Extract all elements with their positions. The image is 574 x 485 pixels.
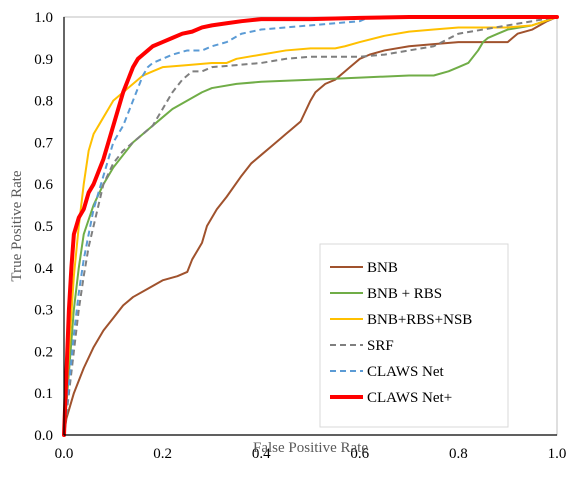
y-tick-label: 0.2 [34, 344, 53, 360]
y-tick-label: 0.7 [34, 135, 53, 151]
legend-label: BNB [367, 260, 398, 276]
series-line-6 [62, 15, 559, 437]
x-tick-label: 0.2 [153, 446, 172, 462]
axis-lines [63, 17, 557, 436]
series-lines [62, 15, 559, 437]
legend-label: SRF [367, 338, 394, 354]
y-tick-label: 0.8 [34, 94, 53, 110]
series-line-2 [63, 16, 558, 436]
x-tick-label: 1.0 [548, 446, 567, 462]
series-line-5 [63, 16, 557, 436]
y-tick-label: 0.9 [34, 52, 53, 68]
y-tick-label: 0.6 [34, 177, 53, 193]
y-tick-label: 0.3 [34, 303, 53, 319]
x-axis-title: False Positive Rate [253, 440, 368, 456]
x-tick-label: 0.0 [55, 446, 74, 462]
tick-labels: 0.0 0.1 0.2 0.3 0.4 0.5 0.6 0.7 0.8 0.9 1.0 0.0 0.2 0… [34, 10, 566, 462]
legend-label: BNB + RBS [367, 286, 442, 302]
series-line-3 [63, 16, 558, 436]
legend-label: CLAWS Net+ [367, 390, 452, 406]
legend: BNB BNB + RBS BNB+RBS+NSB SRF CLAWS Net CLAWS… [319, 243, 509, 428]
x-tick-label: 0.8 [449, 446, 468, 462]
legend-label: BNB+RBS+NSB [367, 312, 472, 328]
y-tick-label: 1.0 [34, 10, 53, 26]
series-line-4 [63, 16, 558, 436]
y-tick-label: 0.4 [34, 261, 53, 277]
legend-label: CLAWS Net [367, 364, 445, 380]
y-axis-title: True Positive Rate [9, 170, 25, 281]
y-tick-label: 0.5 [34, 219, 53, 235]
x-tick-label: 0.6 [350, 446, 369, 462]
y-tick-label: 0.1 [34, 386, 53, 402]
series-line-1 [63, 16, 558, 436]
y-tick-label: 0.0 [34, 428, 53, 444]
x-tick-label: 0.4 [252, 446, 271, 462]
